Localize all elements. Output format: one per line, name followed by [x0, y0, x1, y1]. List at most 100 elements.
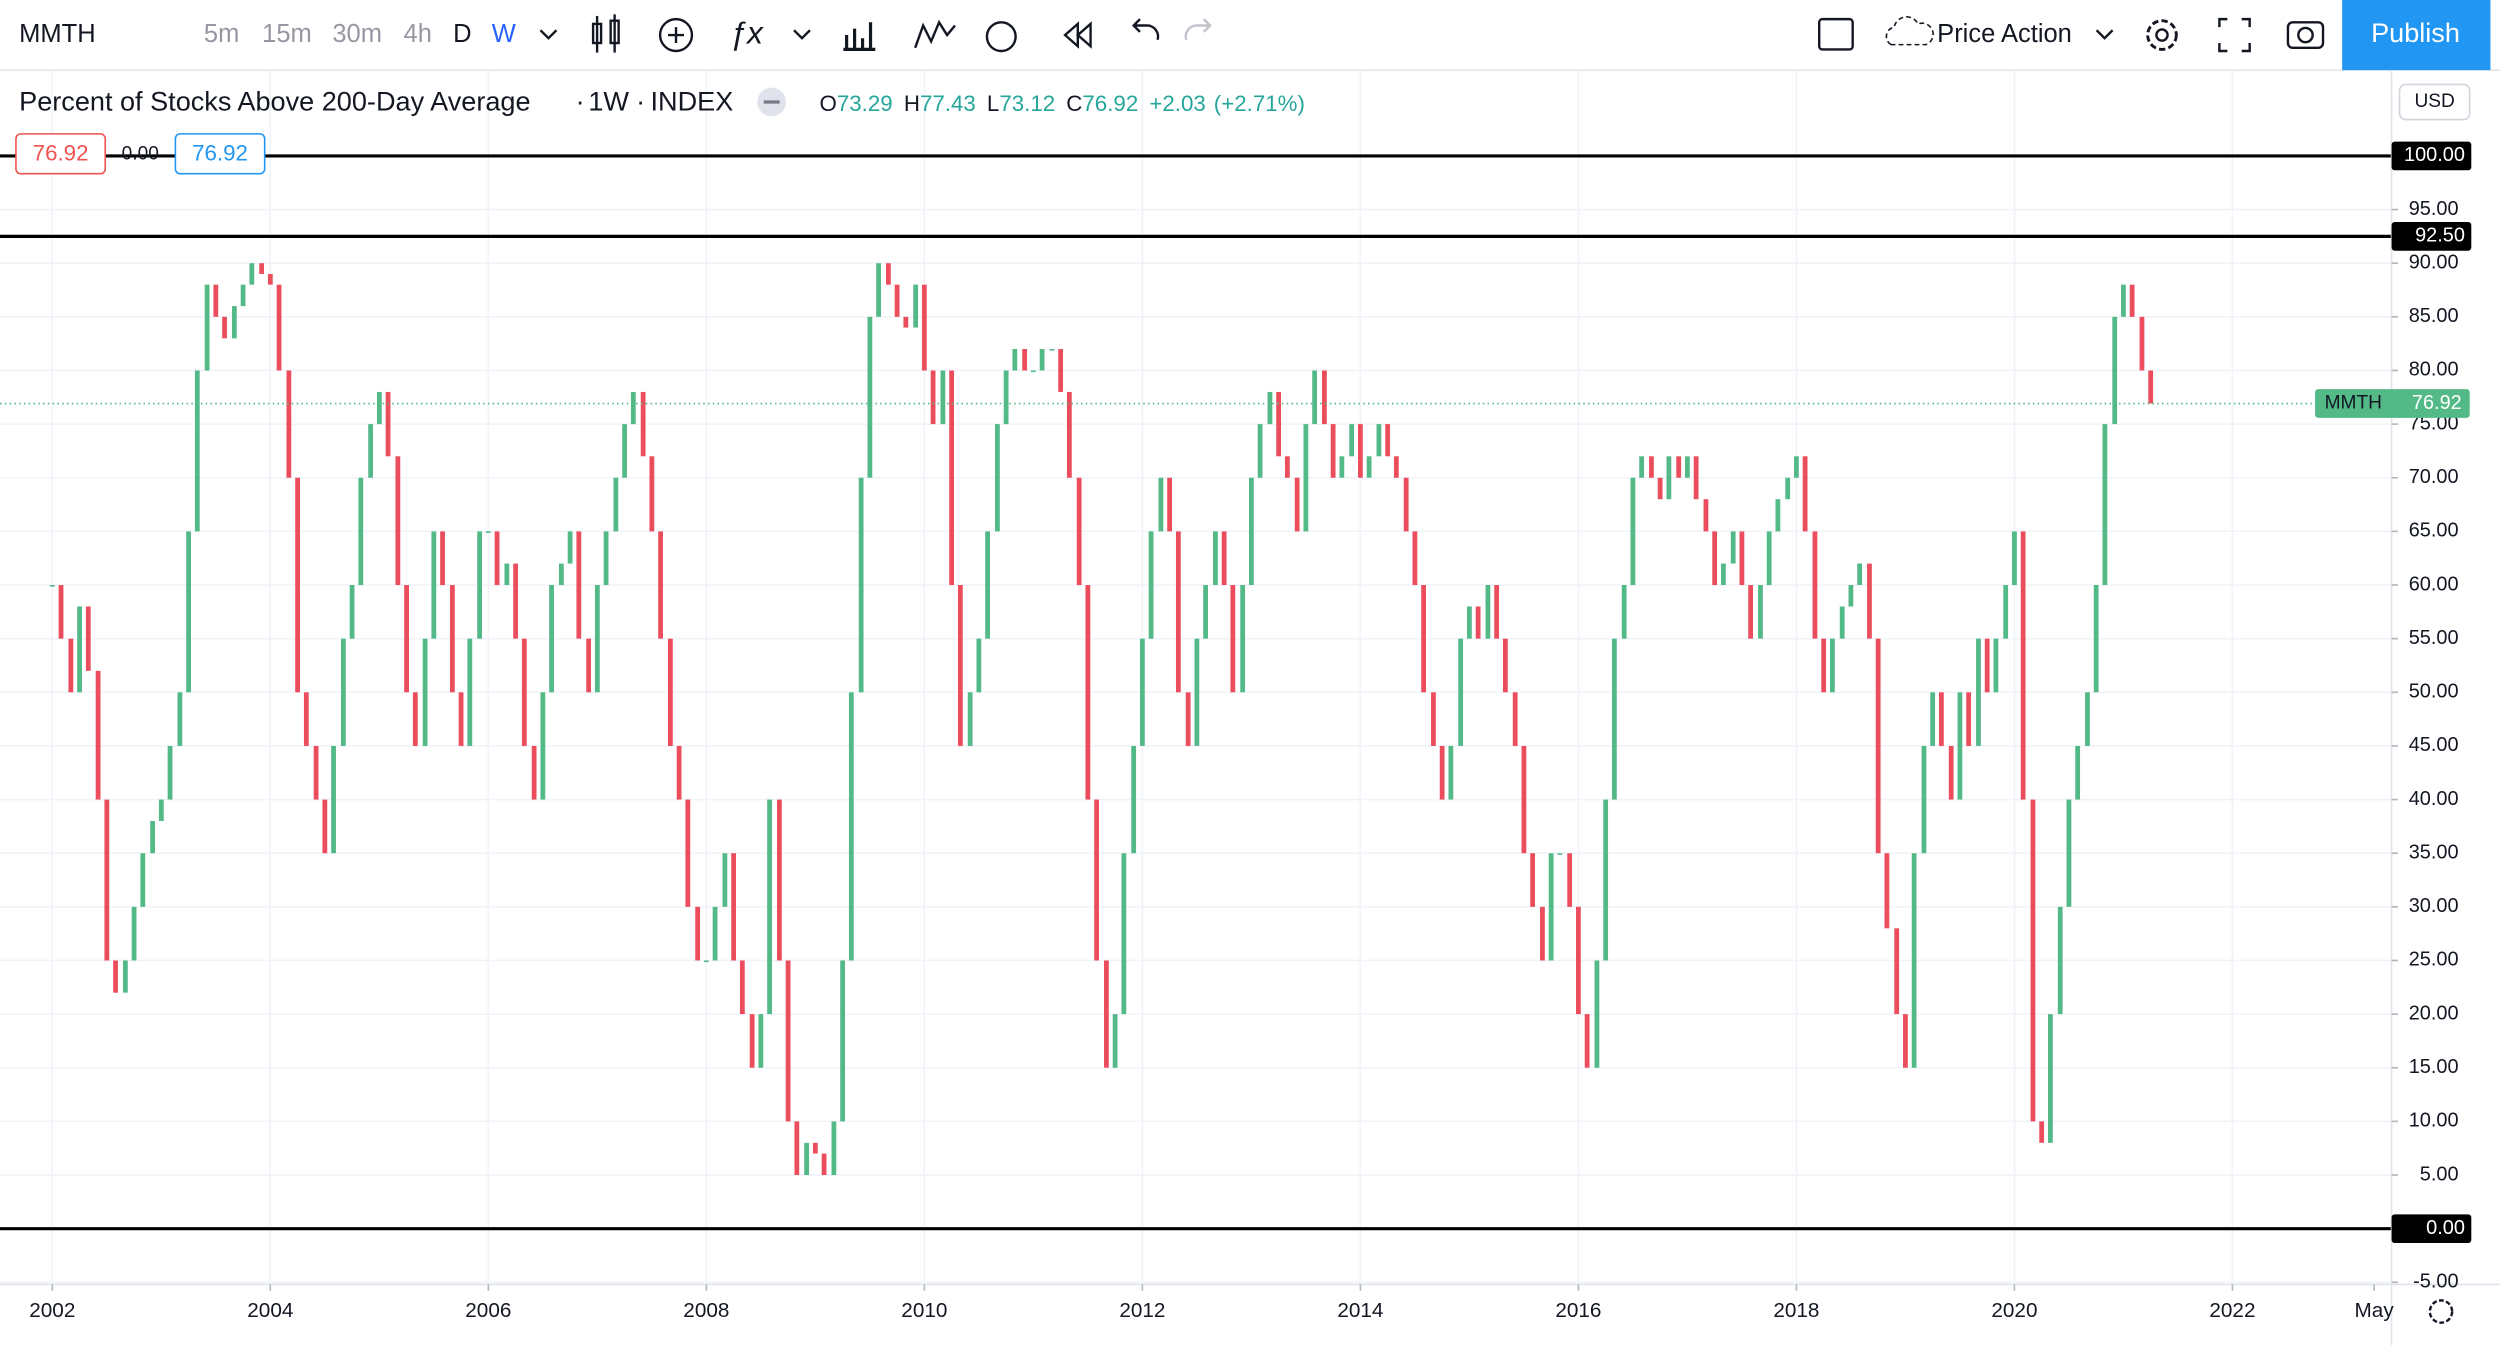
- candle: [1175, 531, 1181, 693]
- candle: [1957, 692, 1963, 800]
- interval-button[interactable]: 15m: [262, 20, 312, 48]
- candle: [1230, 585, 1236, 693]
- level-label-bg: [2391, 141, 2472, 171]
- candle: [1693, 456, 1699, 500]
- y-tick-label: 15.00: [2409, 1056, 2459, 1078]
- candle: [322, 799, 328, 854]
- y-tick-label: 60.00: [2409, 573, 2459, 595]
- candle: [140, 853, 146, 907]
- candle: [113, 960, 118, 993]
- buy-box[interactable]: [174, 133, 266, 175]
- candle: [2003, 585, 2009, 639]
- candle: [1094, 799, 1099, 961]
- candle: [903, 316, 909, 328]
- candle: [1812, 531, 1818, 639]
- x-tick-label: 2022: [2209, 1299, 2255, 1322]
- candle: [58, 585, 64, 639]
- candle: [2066, 799, 2072, 907]
- interval-button[interactable]: 5m: [204, 20, 239, 48]
- candle: [1548, 853, 1554, 961]
- candle: [1930, 692, 1936, 746]
- candle: [1748, 585, 1754, 639]
- sell-price[interactable]: 76.92: [33, 140, 89, 165]
- dropdown-icon[interactable]: [2095, 29, 2114, 40]
- snapshot-lens[interactable]: [2297, 26, 2314, 44]
- candle: [1938, 692, 1944, 746]
- cloud-icon[interactable]: [1885, 16, 1934, 46]
- symbol[interactable]: MMTH: [19, 20, 96, 48]
- buy-price[interactable]: 76.92: [192, 140, 248, 165]
- candle: [2129, 284, 2135, 317]
- templates-icon[interactable]: [914, 19, 956, 49]
- snapshot-icon[interactable]: [2286, 21, 2325, 50]
- settings-icon[interactable]: [2146, 19, 2178, 51]
- spread: 0.00: [122, 144, 159, 165]
- candle: [1131, 745, 1137, 854]
- candle: [504, 563, 510, 586]
- candle: [213, 284, 219, 317]
- template-name[interactable]: Price Action: [1937, 20, 2072, 48]
- candle: [812, 1142, 818, 1154]
- interval-button[interactable]: D: [453, 20, 471, 48]
- undo-icon[interactable]: [1131, 18, 1160, 41]
- indicators-icon[interactable]: ƒx: [729, 14, 764, 50]
- currency-box[interactable]: [2398, 83, 2471, 121]
- ohlc-key: L: [987, 91, 999, 116]
- publish-button[interactable]: [2342, 0, 2491, 71]
- alert-icon[interactable]: [985, 21, 1017, 53]
- candle: [422, 638, 428, 746]
- candle: [303, 692, 309, 746]
- candle: [1276, 391, 1282, 457]
- candle: [1839, 606, 1845, 639]
- layout-icon[interactable]: [1818, 17, 1854, 51]
- candle: [1257, 424, 1263, 478]
- candle: [1467, 606, 1472, 639]
- dropdown-icon[interactable]: [793, 29, 811, 40]
- sell-box[interactable]: [15, 133, 107, 175]
- candle: [576, 531, 582, 639]
- currency[interactable]: USD: [2414, 91, 2454, 112]
- candle: [1557, 853, 1563, 855]
- interval-button[interactable]: 4h: [404, 20, 432, 48]
- replay-icon[interactable]: [1063, 21, 1092, 49]
- candle: [1240, 585, 1246, 693]
- candle: [1603, 799, 1609, 961]
- candle: [1993, 638, 1999, 693]
- candle: [222, 316, 227, 339]
- candle: [1530, 853, 1536, 907]
- candle: [404, 585, 409, 693]
- candle: [1104, 960, 1109, 1068]
- candle: [513, 563, 518, 639]
- add-icon-plus[interactable]: [668, 27, 684, 44]
- candle: [158, 799, 164, 822]
- redo-icon[interactable]: [1184, 18, 1212, 41]
- candle: [1775, 499, 1781, 532]
- candle: [1894, 928, 1900, 1015]
- candle-icon[interactable]: [591, 14, 620, 53]
- candle: [2112, 316, 2118, 425]
- dropdown-icon[interactable]: [539, 29, 558, 40]
- candle: [1085, 585, 1091, 800]
- candle: [412, 692, 418, 746]
- settings-icon-core[interactable]: [2155, 28, 2169, 42]
- candle: [1512, 692, 1518, 746]
- candle: [2121, 284, 2126, 317]
- candle: [131, 906, 137, 961]
- y-tick-label: 25.00: [2409, 949, 2459, 971]
- candle: [1730, 531, 1736, 564]
- level-label: 0.00: [2426, 1217, 2465, 1239]
- candle: [1366, 456, 1372, 478]
- last-price-label: 76.92: [2412, 392, 2462, 414]
- interval-button[interactable]: W: [492, 20, 516, 48]
- candle: [685, 799, 691, 907]
- candle: [1639, 456, 1645, 478]
- fullscreen-icon[interactable]: [2218, 17, 2251, 53]
- candle: [1421, 585, 1427, 693]
- interval-button[interactable]: 30m: [332, 20, 382, 48]
- publish-label[interactable]: Publish: [2371, 17, 2460, 48]
- add-icon[interactable]: [658, 17, 694, 53]
- candle: [767, 799, 772, 1015]
- compare-icon[interactable]: [843, 22, 876, 51]
- y-tick-label: 90.00: [2409, 251, 2459, 273]
- change: +2.03: [1149, 91, 1205, 116]
